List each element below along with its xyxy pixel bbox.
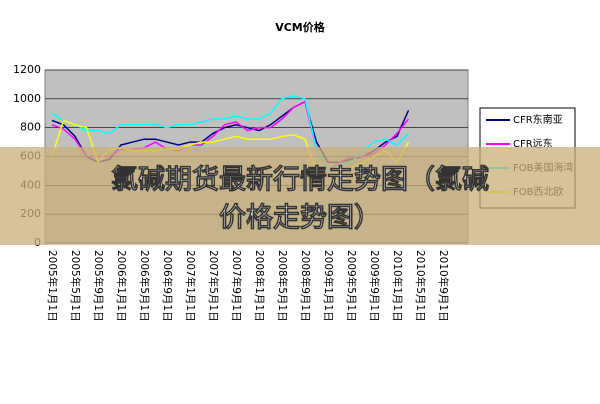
y-tick-label: 1000 — [13, 92, 41, 105]
legend-label: CFR远东 — [513, 137, 553, 150]
x-tick-label: 2008年9月1日 — [299, 250, 312, 322]
x-tick-label: 2007年9月1日 — [230, 250, 243, 322]
x-tick-label: 2009年5月1日 — [345, 250, 358, 322]
x-tick-label: 2009年9月1日 — [368, 250, 381, 322]
x-tick-label: 2010年9月1日 — [437, 250, 450, 322]
chart-title: VCM价格 — [275, 20, 326, 34]
banner-text: 价格走势图） — [219, 203, 381, 234]
x-tick-label: 2010年1月1日 — [391, 250, 404, 322]
x-tick-label: 2005年1月1日 — [46, 250, 59, 322]
banner-bg — [0, 147, 600, 245]
y-tick-label: 1200 — [13, 63, 41, 76]
x-tick-label: 2005年9月1日 — [92, 250, 105, 322]
x-tick-label: 2007年5月1日 — [207, 250, 220, 322]
x-tick-label: 2008年1月1日 — [253, 250, 266, 322]
x-tick-label: 2008年5月1日 — [276, 250, 289, 322]
x-tick-label: 2009年1月1日 — [322, 250, 335, 322]
x-tick-label: 2007年1月1日 — [184, 250, 197, 322]
x-tick-label: 2006年1月1日 — [115, 250, 128, 322]
x-tick-label: 2006年9月1日 — [161, 250, 174, 322]
x-tick-label: 2010年5月1日 — [414, 250, 427, 322]
x-tick-label: 2005年5月1日 — [69, 250, 82, 322]
banner-text: 氯碱期货最新行情走势图（氯碱 — [111, 164, 489, 196]
legend-label: CFR东南亚 — [513, 113, 563, 126]
y-tick-label: 800 — [20, 121, 41, 134]
x-tick-label: 2006年5月1日 — [138, 250, 151, 322]
